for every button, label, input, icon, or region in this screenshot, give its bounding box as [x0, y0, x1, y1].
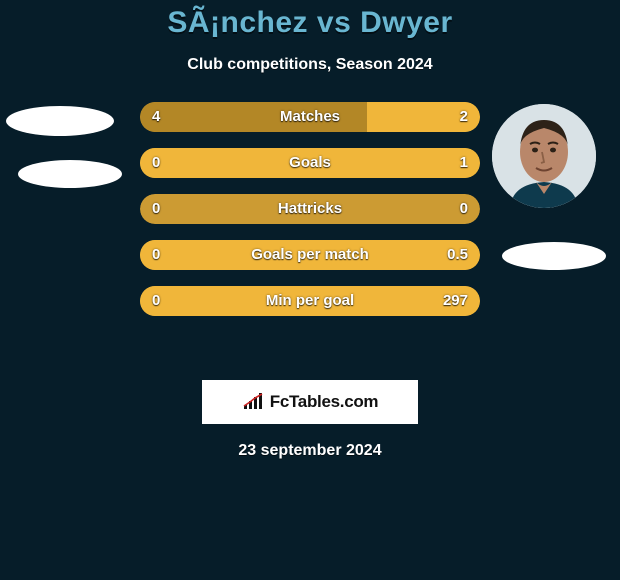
stat-bar-min-per-goal: 0 Min per goal 297 — [140, 286, 480, 316]
brand-icon — [242, 393, 264, 411]
stat-value-player2: 0.5 — [447, 240, 468, 270]
brand-badge: FcTables.com — [202, 380, 418, 424]
player1-secondary-ellipse — [18, 160, 122, 188]
stat-bar-hattricks: 0 Hattricks 0 — [140, 194, 480, 224]
page-title: SÃ¡nchez vs Dwyer — [0, 0, 620, 40]
stat-bars: 4 Matches 2 0 Goals 1 0 Hattricks 0 — [140, 102, 480, 332]
stat-label: Matches — [140, 102, 480, 132]
player2-avatar-image — [492, 104, 596, 208]
stat-value-player2: 2 — [460, 102, 468, 132]
comparison-stage: 4 Matches 2 0 Goals 1 0 Hattricks 0 — [0, 102, 620, 362]
stat-label: Goals — [140, 148, 480, 178]
footer-date: 23 september 2024 — [0, 442, 620, 460]
stat-label: Hattricks — [140, 194, 480, 224]
player1-avatar-ellipse — [6, 106, 114, 136]
player2-avatar — [492, 104, 596, 208]
stat-label: Goals per match — [140, 240, 480, 270]
comparison-infographic: { "header": { "title": "SÃ¡nchez vs Dwye… — [0, 0, 620, 580]
stat-value-player2: 1 — [460, 148, 468, 178]
stat-value-player2: 297 — [443, 286, 468, 316]
stat-label: Min per goal — [140, 286, 480, 316]
stat-bar-goals: 0 Goals 1 — [140, 148, 480, 178]
page-subtitle: Club competitions, Season 2024 — [0, 56, 620, 74]
stat-bar-matches: 4 Matches 2 — [140, 102, 480, 132]
stat-value-player2: 0 — [460, 194, 468, 224]
brand-text: FcTables.com — [270, 392, 379, 412]
stat-bar-goals-per-match: 0 Goals per match 0.5 — [140, 240, 480, 270]
player2-secondary-ellipse — [502, 242, 606, 270]
